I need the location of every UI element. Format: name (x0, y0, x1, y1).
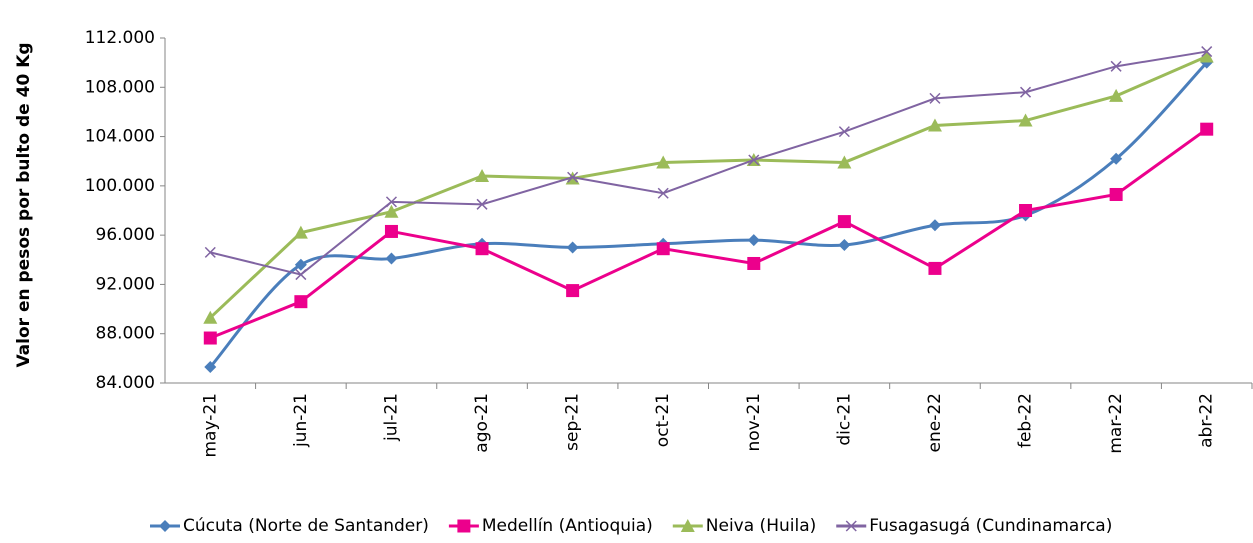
marker (748, 154, 760, 166)
marker (1018, 113, 1033, 127)
marker (385, 252, 398, 265)
x-tick-label: feb-22 (1016, 393, 1036, 448)
marker (203, 310, 218, 324)
marker (476, 198, 488, 210)
y-tick-label: 112.000 (85, 28, 155, 48)
marker (475, 242, 489, 256)
x-tick-label: jul-21 (381, 393, 401, 442)
x-tick-label: sep-21 (563, 393, 583, 451)
marker (159, 520, 171, 532)
marker (928, 219, 941, 232)
marker (295, 269, 307, 281)
x-tick-label: ene-22 (925, 393, 945, 452)
y-tick-label: 104.000 (85, 127, 155, 147)
y-tick-label: 84.000 (96, 373, 155, 393)
y-tick-label: 92.000 (96, 274, 155, 294)
series-line (209, 127, 1208, 340)
marker (457, 519, 471, 533)
marker (1109, 88, 1124, 102)
y-tick-label: 88.000 (96, 324, 155, 344)
marker (680, 519, 695, 532)
marker (1199, 49, 1214, 63)
marker (927, 118, 942, 132)
marker (566, 284, 580, 298)
marker (657, 187, 669, 199)
x-tick-label: dic-21 (834, 393, 854, 446)
marker (1109, 187, 1123, 201)
x-tick-label: jun-21 (291, 393, 311, 448)
marker (1201, 46, 1213, 58)
x-tick-label: may-21 (200, 393, 220, 458)
legend-label: Fusagasugá (Cundinamarca) (869, 516, 1112, 536)
marker (838, 239, 851, 251)
marker (928, 261, 942, 275)
marker (294, 295, 308, 309)
legend-label: Cúcuta (Norte de Santander) (183, 516, 429, 536)
y-tick-label: 96.000 (96, 225, 155, 245)
marker (1200, 122, 1214, 136)
marker (929, 92, 941, 104)
marker (385, 196, 397, 208)
marker (566, 241, 579, 254)
marker (1020, 86, 1032, 98)
marker (204, 246, 216, 258)
marker (837, 215, 851, 229)
marker (838, 126, 850, 138)
marker (567, 171, 579, 183)
legend-label: Medellín (Antioquia) (482, 516, 653, 536)
y-tick-label: 108.000 (85, 77, 155, 97)
x-tick-label: mar-22 (1106, 393, 1126, 454)
marker (203, 331, 217, 345)
y-tick-label: 100.000 (85, 176, 155, 196)
marker (1019, 204, 1033, 217)
series-line (209, 55, 1208, 319)
x-tick-label: ago-21 (472, 393, 492, 453)
y-axis-label: Valor en pesos por bulto de 40 Kg (14, 42, 34, 367)
marker (837, 155, 852, 169)
marker (384, 204, 399, 218)
series-line (210, 50, 1207, 276)
marker (747, 234, 760, 247)
marker (656, 155, 671, 169)
marker (747, 256, 761, 270)
legend-label: Neiva (Huila) (706, 516, 816, 536)
x-tick-label: oct-21 (653, 393, 673, 447)
marker (1110, 60, 1122, 72)
marker (1110, 152, 1123, 165)
marker (204, 360, 217, 373)
x-tick-label: nov-21 (744, 393, 764, 452)
marker (294, 258, 307, 271)
marker (845, 520, 857, 532)
marker (293, 225, 308, 239)
marker (656, 242, 670, 256)
marker (475, 169, 490, 182)
series-line (209, 61, 1208, 368)
marker (384, 224, 398, 238)
x-tick-label: abr-22 (1197, 393, 1217, 448)
